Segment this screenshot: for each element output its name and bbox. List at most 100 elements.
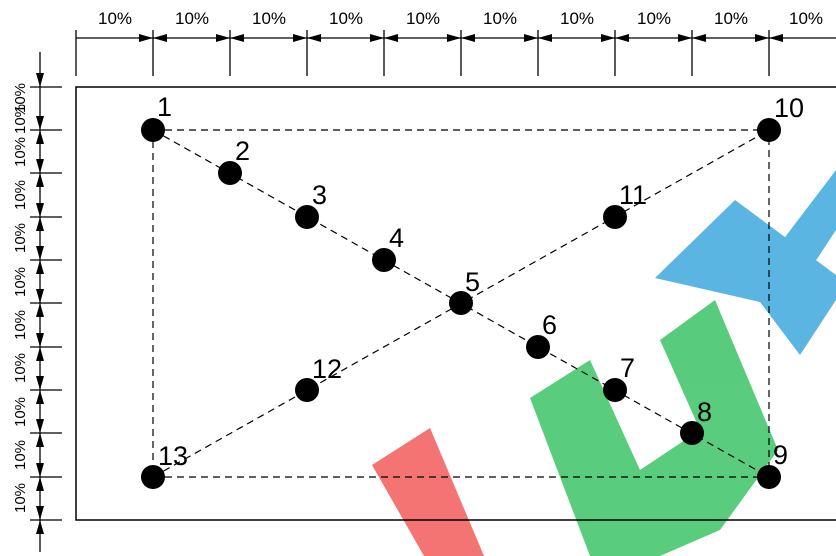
point-marker <box>218 161 242 185</box>
left-label: 10% <box>12 310 29 340</box>
dimension-arrowhead <box>36 116 44 130</box>
dimension-arrowhead <box>461 34 475 42</box>
dimension-arrowhead <box>36 260 44 274</box>
dimension-arrowhead <box>601 34 615 42</box>
measurement-points <box>141 118 781 489</box>
top-label: 10% <box>483 9 517 28</box>
left-label: 10% <box>12 483 29 513</box>
dimension-arrowhead <box>36 289 44 303</box>
dimension-arrowhead <box>153 34 167 42</box>
sample-outline <box>75 86 836 521</box>
left-label: 10% <box>12 223 29 253</box>
dimension-arrowhead <box>36 347 44 361</box>
watermark-letter-x-arm <box>760 170 836 300</box>
point-label: 12 <box>312 354 342 384</box>
point-marker <box>680 421 704 445</box>
dimension-arrowhead <box>36 333 44 347</box>
dimension-arrowhead <box>36 376 44 390</box>
left-dimension <box>30 52 62 552</box>
point-label: 1 <box>157 92 172 122</box>
dimension-arrowhead <box>769 34 783 42</box>
dimension-arrowhead <box>36 173 44 187</box>
top-label: 10% <box>98 9 132 28</box>
point-marker <box>295 378 319 402</box>
point-label: 5 <box>465 267 480 297</box>
dimension-arrowhead <box>447 34 461 42</box>
dimension-arrowhead <box>36 390 44 404</box>
point-label: 8 <box>697 397 712 427</box>
dimension-arrowhead <box>36 433 44 447</box>
left-label: 10% <box>12 180 29 210</box>
watermark-letter-x <box>655 200 836 355</box>
point-marker <box>757 118 781 142</box>
left-label: 10% <box>12 353 29 383</box>
point-label: 7 <box>620 353 635 383</box>
dimension-arrowhead <box>36 303 44 317</box>
dimension-arrowhead <box>36 203 44 217</box>
left-label: 10% <box>12 267 29 297</box>
dimension-arrowhead <box>36 130 44 144</box>
dimension-arrowhead <box>615 34 629 42</box>
point-marker <box>603 205 627 229</box>
point-marker <box>757 465 781 489</box>
left-label: 10% <box>12 137 29 167</box>
top-label: 10% <box>637 9 671 28</box>
left-label: 10% <box>12 83 29 113</box>
dimension-arrowhead <box>36 246 44 260</box>
top-label: 10% <box>560 9 594 28</box>
point-label: 4 <box>389 223 404 253</box>
dimension-arrowhead <box>755 34 769 42</box>
dimension-arrowhead <box>36 419 44 433</box>
watermark-letter-l <box>372 428 484 556</box>
dimension-arrowhead <box>293 34 307 42</box>
point-label: 13 <box>158 441 188 471</box>
point-label: 9 <box>773 440 788 470</box>
watermark-letter-u <box>530 300 778 556</box>
dimension-arrowhead <box>36 159 44 173</box>
watermark-logo <box>372 170 836 556</box>
dimension-arrowhead <box>370 34 384 42</box>
dimension-arrowhead <box>139 34 153 42</box>
top-label: 10% <box>175 9 209 28</box>
left-dimension-labels: 10% 10% 10% 10% 10% 10% 10% 10% 10% 10% … <box>12 83 29 513</box>
point-marker <box>141 465 165 489</box>
left-label: 10% <box>12 440 29 470</box>
dimension-arrowhead <box>524 34 538 42</box>
point-label: 11 <box>619 180 647 210</box>
top-label: 10% <box>714 9 748 28</box>
point-marker <box>526 335 550 359</box>
dimension-arrowhead <box>538 34 552 42</box>
left-label: 10% <box>12 397 29 427</box>
top-label: 10% <box>329 9 363 28</box>
point-label: 3 <box>312 180 327 210</box>
top-label: 10% <box>789 9 823 28</box>
dimension-arrowhead <box>36 463 44 477</box>
dimension-arrowhead <box>36 477 44 491</box>
point-marker <box>603 378 627 402</box>
dimension-arrowhead <box>692 34 706 42</box>
dimension-arrowhead <box>216 34 230 42</box>
dimension-arrowhead <box>307 34 321 42</box>
point-labels: 1 2 3 4 5 6 7 8 9 10 11 12 13 <box>157 92 804 471</box>
point-marker <box>449 291 473 315</box>
left-label: 10% <box>12 104 29 134</box>
dimension-arrowhead <box>384 34 398 42</box>
top-label: 10% <box>252 9 286 28</box>
top-dimension-arrows <box>139 34 783 42</box>
point-marker <box>295 205 319 229</box>
dimension-arrowhead <box>230 34 244 42</box>
point-marker <box>141 118 165 142</box>
top-label: 10% <box>406 9 440 28</box>
dimension-arrowhead <box>678 34 692 42</box>
left-dimension-arrows <box>36 73 44 534</box>
dimension-arrowhead <box>36 73 44 87</box>
dimension-arrowhead <box>36 520 44 534</box>
dimension-arrowhead <box>36 506 44 520</box>
point-marker <box>372 248 396 272</box>
dimension-arrowhead <box>36 217 44 231</box>
top-dimension-labels: 10% 10% 10% 10% 10% 10% 10% 10% 10% 10% <box>98 9 823 28</box>
point-label: 2 <box>235 136 250 166</box>
point-label: 6 <box>542 310 557 340</box>
point-label: 10 <box>774 93 804 123</box>
